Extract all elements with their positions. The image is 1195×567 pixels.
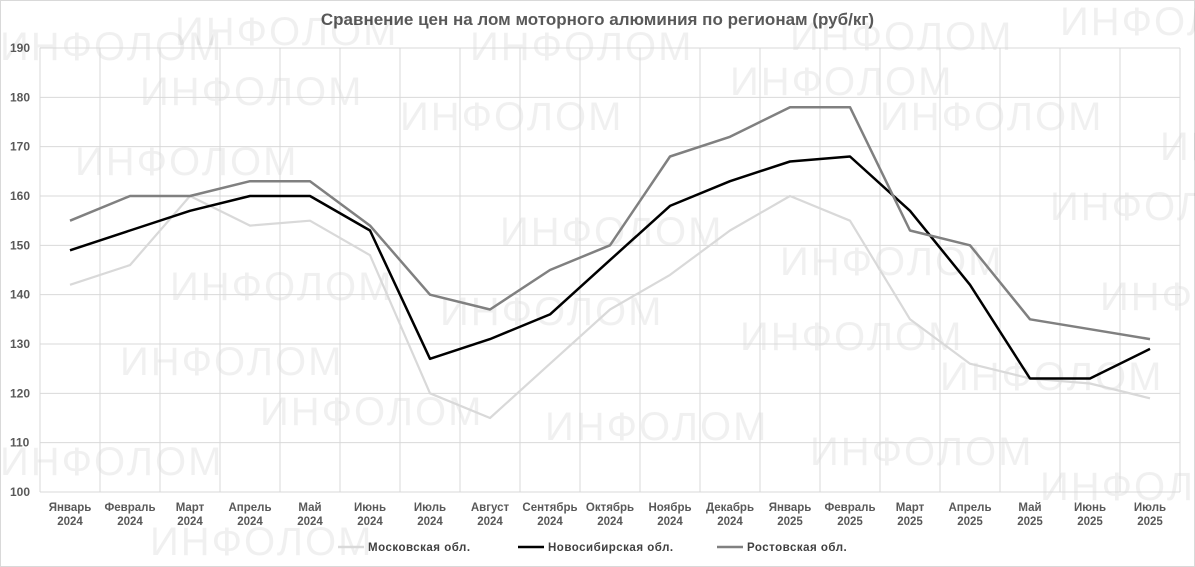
grid-lines — [39, 47, 1181, 493]
y-tick-label: 120 — [10, 386, 30, 400]
x-tick-label: Февраль 2025 — [824, 502, 875, 528]
y-tick-label: 170 — [10, 140, 30, 154]
watermark-text: ИНФОЛОМ — [175, 10, 398, 54]
watermark-text: ИНФОЛОМ — [170, 265, 393, 309]
watermark-text: ИНФОЛОМ — [545, 405, 768, 449]
watermark-text: ИНФОЛОМ — [150, 520, 373, 564]
watermark-text: ИНФОЛОМ — [0, 25, 223, 69]
watermark-text: ИНФОЛОМ — [1100, 275, 1195, 319]
x-tick-label: Май 2024 — [297, 502, 323, 528]
watermark-text: ИНФОЛОМ — [1060, 0, 1195, 44]
watermark-text: ИНФОЛОМ — [470, 25, 693, 69]
x-tick-label: Июль 2025 — [1134, 502, 1166, 528]
x-tick-label: Май 2025 — [1017, 502, 1043, 528]
watermark-text: ИНФОЛОМ — [140, 70, 363, 114]
series-line — [69, 194, 1151, 420]
watermark-text: ИНФОЛОМ — [500, 210, 723, 254]
watermark-text: ИНФОЛОМ — [1050, 185, 1195, 229]
watermark-text: ИНФОЛОМ — [810, 430, 1033, 474]
watermark-text: ИНФОЛОМ — [1040, 465, 1195, 509]
y-tick-label: 140 — [10, 288, 30, 302]
watermark-text: ИНФОЛОМ — [740, 315, 963, 359]
y-tick-label: 180 — [10, 90, 30, 104]
y-tick-label: 160 — [10, 189, 30, 203]
watermark-text: ИНФОЛОМ — [730, 60, 953, 104]
x-tick-label: Декабрь 2024 — [706, 502, 754, 528]
x-tick-label: Февраль 2024 — [104, 502, 155, 528]
legend: Московская обл. Новосибирская обл. Ростовс… — [338, 542, 847, 554]
watermark-text: ИНФОЛОМ — [120, 340, 343, 384]
y-tick-label: 110 — [10, 436, 30, 450]
y-tick-label: 100 — [10, 485, 30, 499]
x-tick-label: Март 2024 — [176, 502, 205, 528]
x-tick-label: Апрель 2024 — [228, 502, 271, 528]
legend-label: Ростовская обл. — [747, 542, 847, 554]
y-tick-label: 130 — [10, 337, 30, 351]
series-line — [69, 155, 1151, 380]
watermark-text: ИНФОЛОМ — [880, 95, 1103, 139]
y-tick-label: 150 — [10, 238, 30, 252]
series-line — [69, 105, 1151, 341]
watermark-text: ИНФОЛОМ — [75, 140, 298, 184]
legend-label: Новосибирская обл. — [548, 542, 674, 554]
watermark-text: ИНФОЛОМ — [400, 95, 623, 139]
series-lines — [69, 105, 1151, 420]
y-axis-ticks: 100 110 120 130 140 150 160 170 180 190 — [10, 41, 30, 499]
x-axis-ticks: Январь 2024 Февраль 2024 Март 2024 Апрель 2024 М… — [49, 502, 1166, 528]
y-tick-label: 190 — [10, 41, 30, 55]
x-tick-label: Апрель 2025 — [948, 502, 991, 528]
x-tick-label: Октябрь 2024 — [586, 502, 634, 528]
watermark-text: ИНФОЛОМ — [790, 15, 1013, 59]
x-tick-label: Июнь 2025 — [1074, 502, 1106, 528]
x-tick-label: Июль 2024 — [414, 502, 446, 528]
x-tick-label: Январь 2025 — [769, 502, 812, 528]
chart-title: Сравнение цен на лом моторного алюминия … — [320, 10, 875, 29]
x-tick-label: Сентябрь 2024 — [522, 502, 577, 528]
watermark-text: ИНФОЛОМ — [440, 290, 663, 334]
x-tick-label: Ноябрь 2024 — [648, 502, 691, 528]
watermark-text: ИНФОЛОМ — [260, 390, 483, 434]
x-tick-label: Март 2025 — [896, 502, 925, 528]
x-tick-label: Июнь 2024 — [354, 502, 386, 528]
x-tick-label: Август 2024 — [471, 502, 510, 528]
x-tick-label: Январь 2024 — [49, 502, 92, 528]
legend-label: Московская обл. — [368, 542, 471, 554]
watermark-text: ИНФОЛОМ — [0, 440, 223, 484]
